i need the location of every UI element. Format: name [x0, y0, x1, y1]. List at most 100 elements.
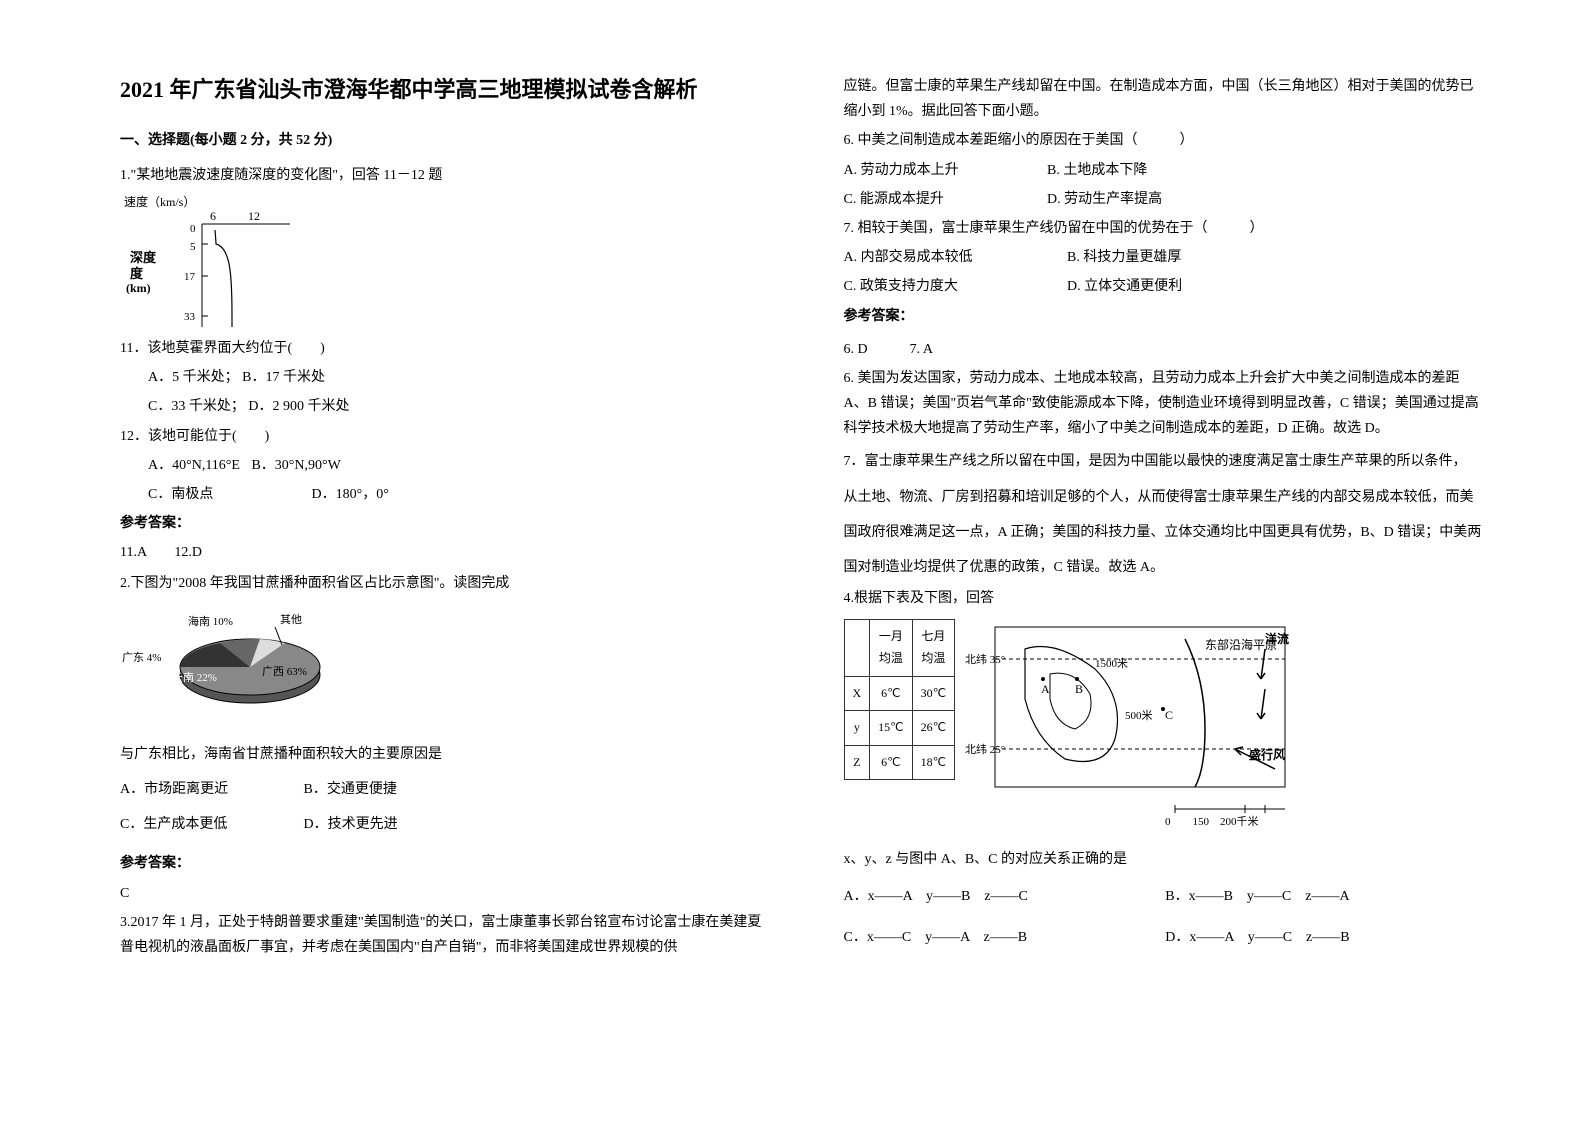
q4-sub: x、y、z 与图中 A、B、C 的对应关系正确的是	[844, 847, 1488, 872]
lat25: 北纬 25°	[965, 743, 1005, 756]
ocean-label: 洋流	[1265, 631, 1289, 646]
q3-7-stem: 7. 相较于美国，富士康苹果生产线仍留在中国的优势在于（ ）	[844, 216, 1488, 241]
q1-11-optB: B．17 千米处	[242, 370, 325, 385]
q2-optC: C．生产成本更低	[120, 812, 300, 837]
ytick-17: 17	[184, 271, 196, 283]
table-row: y 15℃ 26℃	[844, 711, 955, 746]
ptA: A	[1041, 682, 1050, 696]
q4-optD: D．x——A y——C z——B	[1165, 925, 1487, 950]
q1-12-optCD: C．南极点 D．180°，0°	[120, 482, 764, 507]
q4-table: 一月均温 七月均温 X 6℃ 30℃ y 15℃ 26℃ Z 6℃ 18℃	[844, 619, 956, 780]
q3-6-stem: 6. 中美之间制造成本差距缩小的原因在于美国（ ）	[844, 128, 1488, 153]
q2-optA: A．市场距离更近	[120, 777, 300, 802]
q2-sub: 与广东相比，海南省甘蔗播种面积较大的主要原因是	[120, 742, 764, 767]
q2-ans: C	[120, 881, 764, 906]
th-jan: 一月均温	[870, 620, 912, 676]
cell-x7: 30℃	[912, 676, 954, 711]
q1-11-optA: A．5 千米处；	[148, 370, 239, 385]
q2-ans-label: 参考答案：	[120, 851, 764, 876]
section-heading: 一、选择题(每小题 2 分，共 52 分)	[120, 128, 764, 153]
q1-12-optC: C．南极点	[148, 482, 308, 507]
pie-yn: 云南 22%	[172, 671, 217, 684]
lat35: 北纬 35°	[965, 653, 1005, 666]
table-row: 一月均温 七月均温	[844, 620, 955, 676]
ptC: C	[1165, 708, 1173, 722]
seismic-chart: 速度（km/s） 6 12 0 5 17 33 深度 度 (km)	[120, 192, 300, 332]
q2-optsCD: C．生产成本更低 D．技术更先进	[120, 812, 764, 837]
th-jul: 七月均温	[912, 620, 954, 676]
q1-12-optD: D．180°，0°	[312, 487, 389, 502]
q1-stem: 1."某地地震波速度随深度的变化图"，回答 11－12 题	[120, 163, 764, 188]
table-row: Z 6℃ 18℃	[844, 745, 955, 780]
pie-hn: 海南 10%	[188, 614, 233, 628]
q4-map: 北纬 35° 北纬 25° 1500米 500米 A B C 东部沿海平原 洋流…	[965, 619, 1325, 838]
q1-11-optD: D．2 900 千米处	[248, 399, 349, 414]
q3-7-optA: A. 内部交易成本较低	[844, 245, 1064, 270]
q3-expl7a: 7．富士康苹果生产线之所以留在中国，是因为中国能以最快的速度满足富士康生产苹果的…	[844, 449, 1488, 474]
pie-gx: 广西 63%	[262, 665, 307, 678]
map-svg: 北纬 35° 北纬 25° 1500米 500米 A B C 东部沿海平原 洋流…	[965, 619, 1325, 829]
q1-12-stem: 12．该地可能位于( )	[120, 424, 764, 449]
cell-x: X	[844, 676, 870, 711]
q4-figure-row: 一月均温 七月均温 X 6℃ 30℃ y 15℃ 26℃ Z 6℃ 18℃	[844, 619, 1488, 838]
ylabel-mid: 度	[130, 266, 144, 281]
seismic-svg: 速度（km/s） 6 12 0 5 17 33 深度 度 (km)	[120, 192, 300, 332]
xlabel: 速度（km/s）	[124, 194, 195, 209]
h500: 500米	[1125, 709, 1153, 722]
q1-11-optAB: A．5 千米处； B．17 千米处	[120, 365, 764, 390]
page-title: 2021 年广东省汕头市澄海华都中学高三地理模拟试卷含解析	[120, 70, 764, 110]
xtick-6: 6	[210, 209, 216, 223]
h1500: 1500米	[1095, 657, 1128, 670]
xtick-12: 12	[248, 209, 260, 223]
q2-optB: B．交通更便捷	[304, 782, 397, 797]
q2-optsAB: A．市场距离更近 B．交通更便捷	[120, 777, 764, 802]
right-column: 应链。但富士康的苹果生产线却留在中国。在制造成本方面，中国（长三角地区）相对于美…	[804, 70, 1508, 1082]
cell-x1: 6℃	[870, 676, 912, 711]
q3-cont: 应链。但富士康的苹果生产线却留在中国。在制造成本方面，中国（长三角地区）相对于美…	[844, 74, 1488, 124]
q3-6-optC: C. 能源成本提升	[844, 187, 1044, 212]
q1-12-optA: A．40°N,116°E	[148, 458, 240, 473]
cell-z: Z	[844, 745, 870, 780]
q4-stem: 4.根据下表及下图，回答	[844, 586, 1488, 611]
cell-z7: 18℃	[912, 745, 954, 780]
q3-7-optsAB: A. 内部交易成本较低 B. 科技力量更雄厚	[844, 245, 1488, 270]
ylabel-top: 深度	[130, 250, 157, 265]
ytick-5: 5	[190, 241, 196, 253]
q1-11-stem: 11．该地莫霍界面大约位于( )	[120, 336, 764, 361]
q3-ans-line: 6. D 7. A	[844, 337, 1488, 362]
th-blank	[844, 620, 870, 676]
pie-gd: 广东 4%	[122, 651, 161, 664]
q3-7-optC: C. 政策支持力度大	[844, 274, 1064, 299]
q1-11-optC: C．33 千米处；	[148, 399, 245, 414]
q1-12-optAB: A．40°N,116°E B．30°N,90°W	[120, 453, 764, 478]
q1-ans-label: 参考答案：	[120, 511, 764, 536]
q3-6-optD: D. 劳动生产率提高	[1047, 192, 1162, 207]
q4-optB: B．x——B y——C z——A	[1165, 884, 1487, 909]
cell-z1: 6℃	[870, 745, 912, 780]
ylabel-bottom: (km)	[126, 281, 151, 295]
q3-stem: 3.2017 年 1 月，正处于特朗普要求重建"美国制造"的关口，富士康董事长郭…	[120, 910, 764, 960]
cell-y1: 15℃	[870, 711, 912, 746]
q3-7-optD: D. 立体交通更便利	[1067, 279, 1182, 294]
q3-expl6: 6. 美国为发达国家，劳动力成本、土地成本较高，且劳动力成本上升会扩大中美之间制…	[844, 366, 1488, 442]
cell-y: y	[844, 711, 870, 746]
pie-svg: 广东 4% 海南 10% 其他 云南 22% 广西 63%	[120, 605, 360, 725]
q1-11-optCD: C．33 千米处； D．2 900 千米处	[120, 394, 764, 419]
q3-6-optsAB: A. 劳动力成本上升 B. 土地成本下降	[844, 158, 1488, 183]
wind-label: 盛行风	[1249, 747, 1285, 762]
q3-expl7b: 从土地、物流、厂房到招募和培训足够的个人，从而使得富士康苹果生产线的内部交易成本…	[844, 485, 1488, 510]
q3-6-optB: B. 土地成本下降	[1047, 163, 1147, 178]
q1-12-optB: B．30°N,90°W	[251, 458, 340, 473]
q3-7-optsCD: C. 政策支持力度大 D. 立体交通更便利	[844, 274, 1488, 299]
q4-opts-row1: A．x——A y——B z——C B．x——B y——C z——A	[844, 884, 1488, 909]
q4-optA: A．x——A y——B z——C	[844, 884, 1166, 909]
table-row: X 6℃ 30℃	[844, 676, 955, 711]
q3-6-optsCD: C. 能源成本提升 D. 劳动生产率提高	[844, 187, 1488, 212]
pie-other: 其他	[280, 613, 302, 626]
q3-6-optA: A. 劳动力成本上升	[844, 158, 1044, 183]
scale-label: 0 150 200千米	[1165, 815, 1259, 828]
q4-opts-row2: C．x——C y——A z——B D．x——A y——C z——B	[844, 925, 1488, 950]
q3-expl7c: 国政府很难满足这一点，A 正确；美国的科技力量、立体交通均比中国更具有优势，B、…	[844, 520, 1488, 545]
q2-optD: D．技术更先进	[304, 817, 398, 832]
q1-ans: 11.A 12.D	[120, 540, 764, 565]
